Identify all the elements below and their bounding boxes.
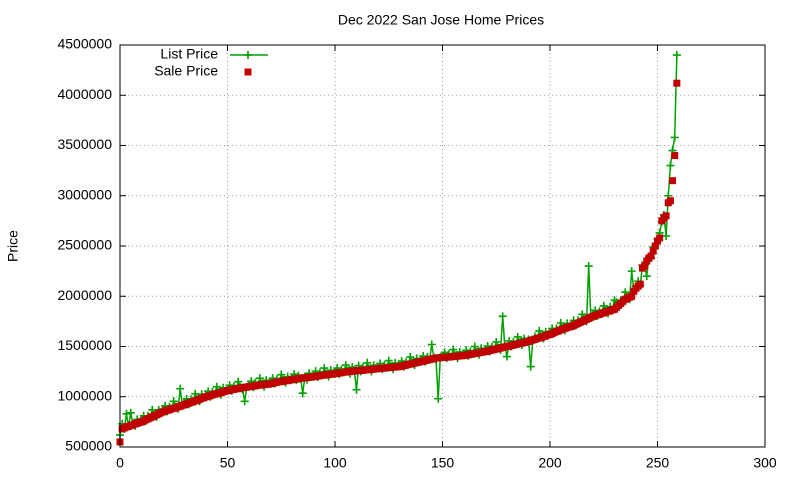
y-tick-label: 3500000: [57, 136, 112, 152]
sale-point: [647, 252, 655, 260]
list-point: [255, 374, 264, 383]
series-line: [119, 55, 678, 436]
y-tick-label: 3000000: [57, 186, 112, 202]
list-point: [384, 356, 393, 365]
x-tick-label: 200: [538, 455, 562, 471]
legend-label: List Price: [160, 46, 218, 62]
plot-marks: [116, 51, 681, 446]
list-point: [672, 51, 681, 60]
list-point: [526, 362, 535, 371]
list-point: [492, 337, 501, 346]
sale-point: [673, 79, 681, 87]
y-axis-label: Price: [5, 230, 21, 262]
list-point: [513, 332, 522, 341]
x-tick-label: 50: [220, 455, 236, 471]
x-tick-label: 100: [323, 455, 347, 471]
list-point: [662, 231, 671, 240]
list-point: [642, 272, 651, 281]
sale-point: [662, 212, 670, 220]
list-point: [212, 382, 221, 391]
sale-point: [628, 292, 636, 300]
list-point: [449, 345, 458, 354]
list-point: [584, 262, 593, 271]
list-point: [406, 353, 415, 362]
sale-point: [641, 262, 649, 270]
list-point: [470, 342, 479, 351]
list-point: [666, 161, 675, 170]
list-point: [298, 389, 307, 398]
chart-title: Dec 2022 San Jose Home Prices: [338, 12, 544, 28]
sale-point: [656, 234, 664, 242]
x-tick-label: 0: [116, 455, 124, 471]
list-point: [169, 397, 178, 406]
sale-point: [671, 152, 679, 160]
legend-marker: [244, 68, 252, 76]
y-tick-label: 2000000: [57, 287, 112, 303]
list-point: [122, 409, 131, 418]
x-tick-label: 300: [753, 455, 777, 471]
sale-point: [666, 197, 674, 205]
list-point: [535, 326, 544, 335]
list-point: [352, 385, 361, 394]
list-point: [427, 340, 436, 349]
x-tick-label: 150: [431, 455, 455, 471]
list-point: [126, 408, 135, 417]
list-point: [503, 352, 511, 361]
x-tick-label: 250: [646, 455, 670, 471]
list-point: [240, 397, 249, 406]
list-point: [627, 267, 636, 276]
y-tick-label: 500000: [65, 438, 112, 454]
sale-point: [651, 242, 659, 250]
list-point: [498, 312, 507, 321]
list-point: [176, 384, 185, 393]
legend-label: Sale Price: [154, 63, 218, 79]
list-point: [320, 364, 329, 373]
y-tick-label: 1000000: [57, 387, 112, 403]
y-tick-label: 2500000: [57, 237, 112, 253]
list-point: [341, 361, 350, 370]
list-point: [363, 358, 372, 367]
sale-point: [669, 177, 677, 185]
sale-point: [649, 247, 657, 255]
y-tick-label: 4500000: [57, 36, 112, 52]
y-tick-label: 4000000: [57, 86, 112, 102]
legend-marker: [244, 51, 252, 59]
list-point: [670, 133, 679, 142]
plot-frame: [119, 44, 766, 448]
list-point: [434, 394, 443, 403]
list-point: [277, 370, 286, 379]
y-tick-label: 1500000: [57, 337, 112, 353]
list-point: [234, 377, 243, 386]
sale-point: [636, 280, 644, 288]
